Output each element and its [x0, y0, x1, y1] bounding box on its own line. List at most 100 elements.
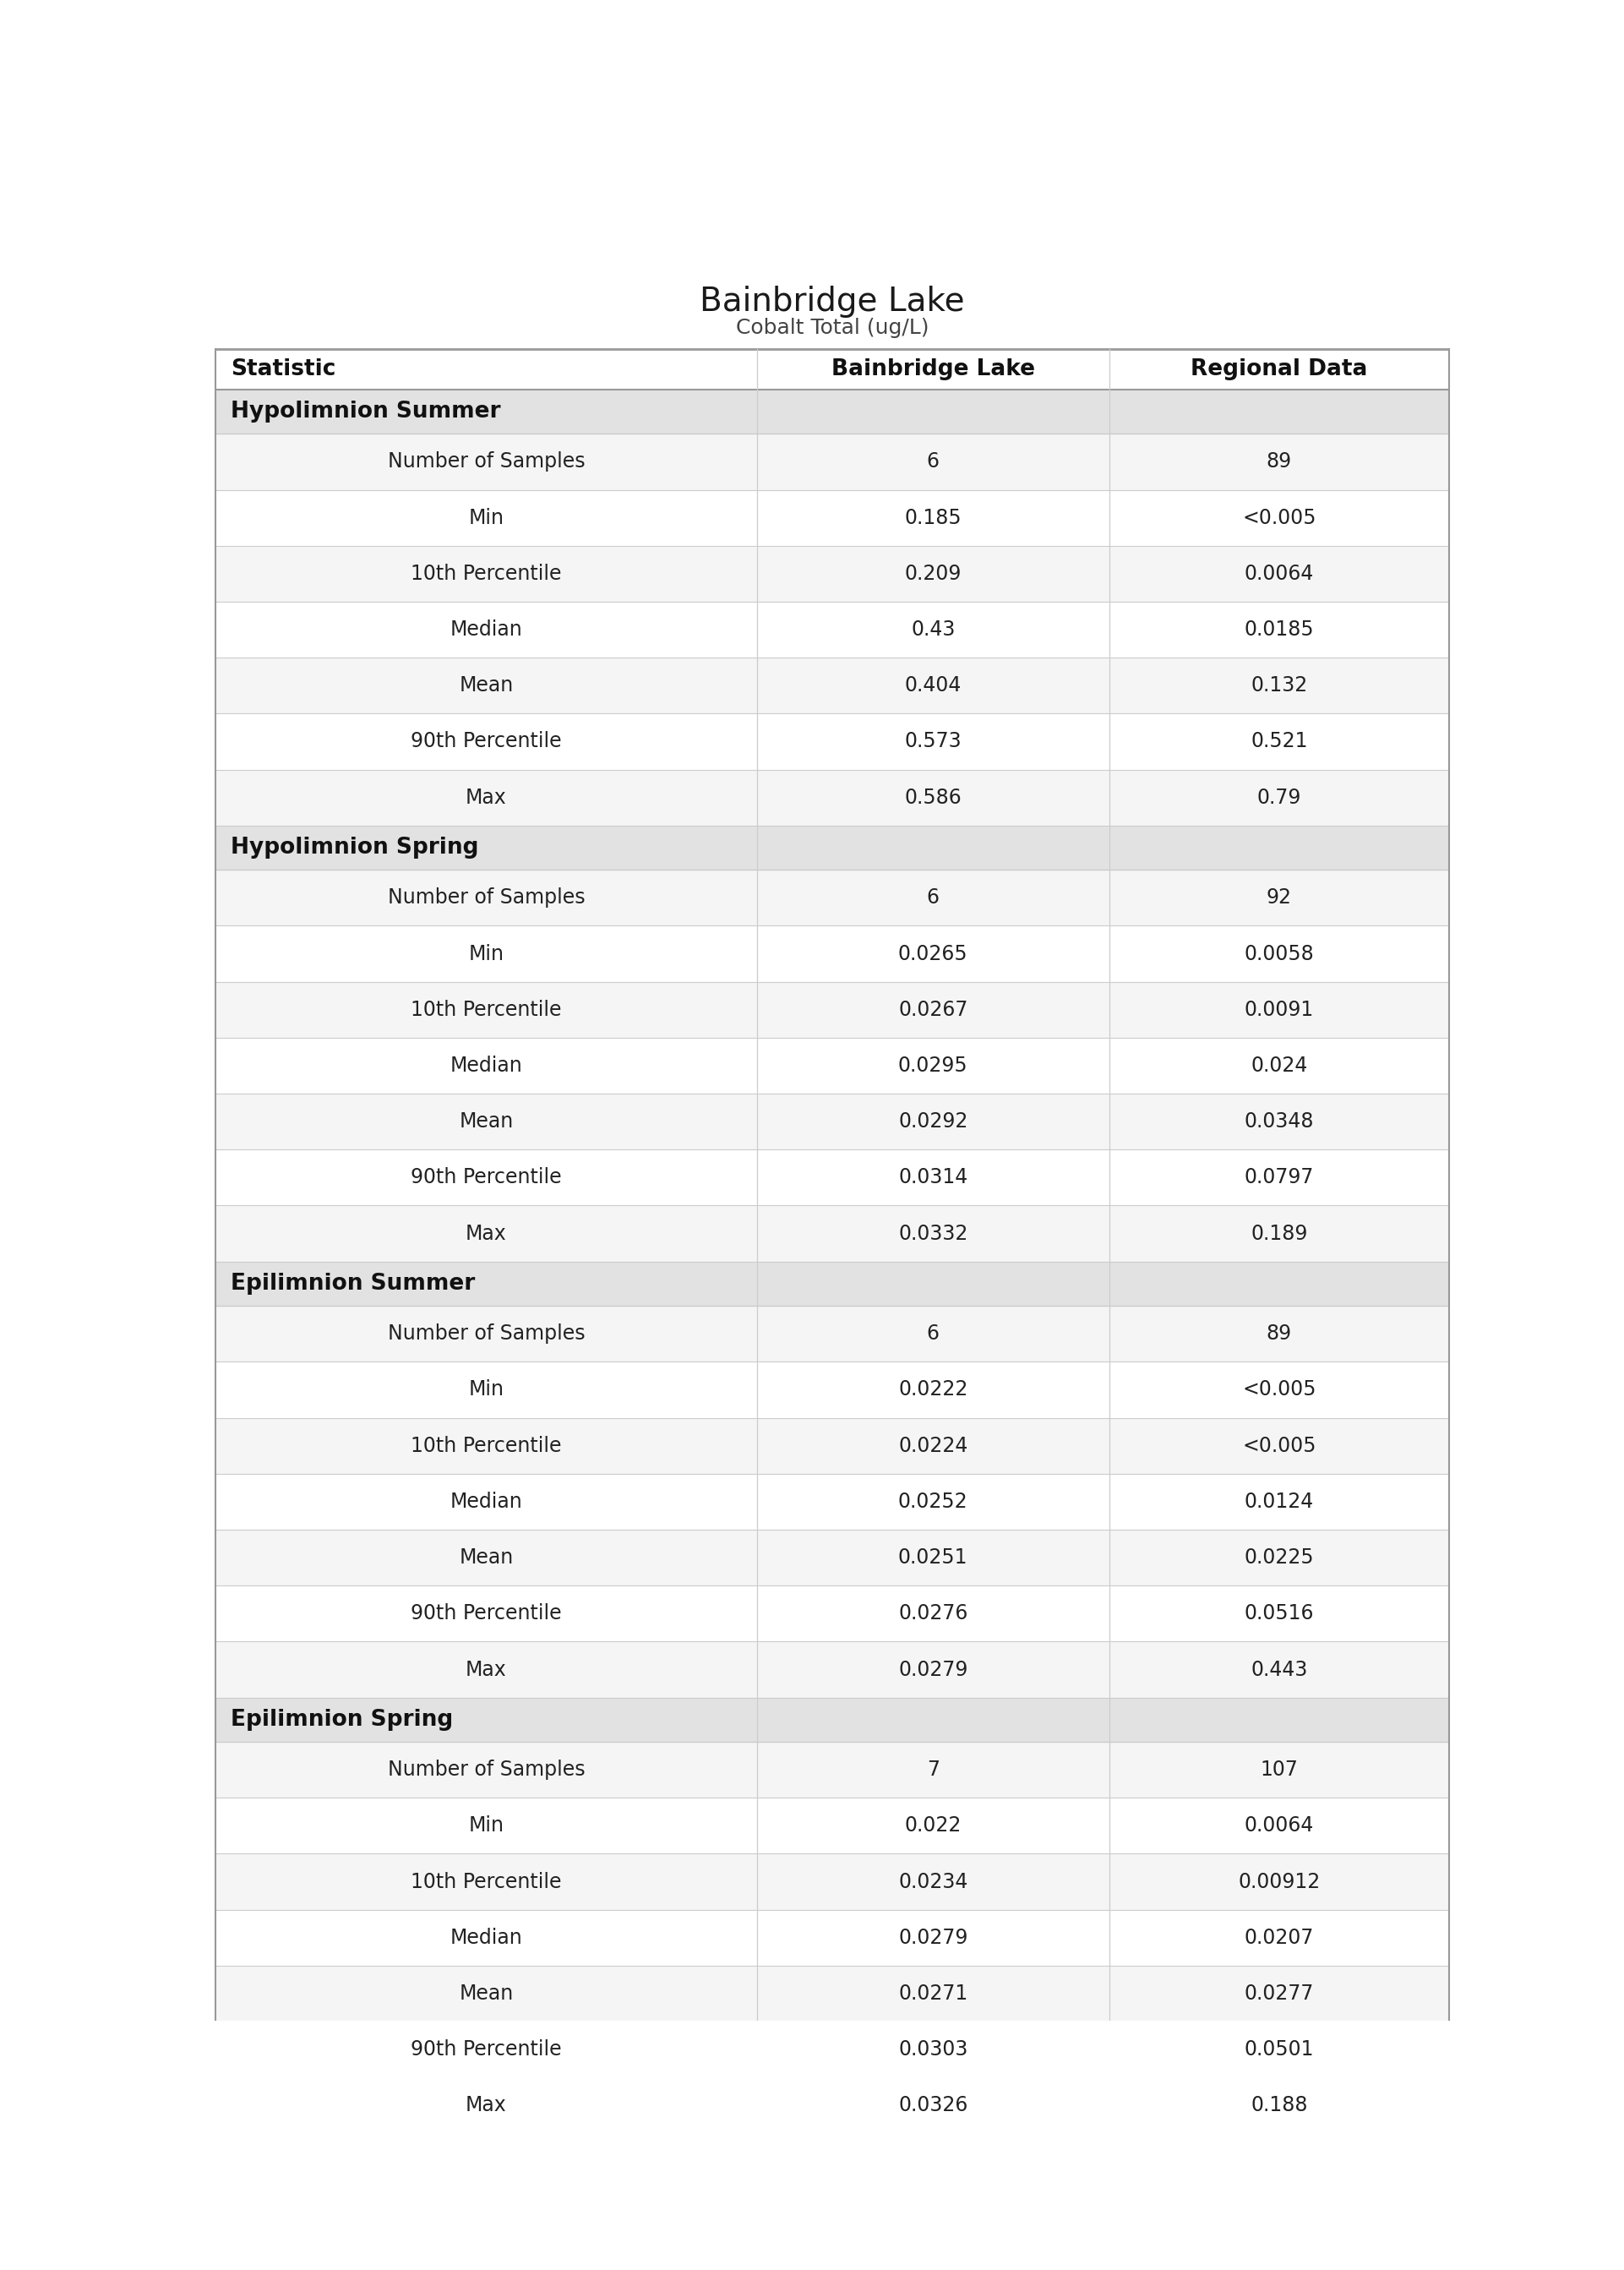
Text: 0.0185: 0.0185 [1244, 620, 1314, 640]
Bar [216, 1530, 1449, 1587]
Text: 90th Percentile: 90th Percentile [411, 1167, 562, 1187]
Text: Median: Median [450, 1491, 523, 1512]
Text: 0.0326: 0.0326 [898, 2095, 968, 2116]
Text: 0.209: 0.209 [905, 563, 961, 583]
Text: 0.0252: 0.0252 [898, 1491, 968, 1512]
Text: 0.0234: 0.0234 [898, 1870, 968, 1891]
Bar [216, 1909, 1449, 1966]
Bar [216, 2077, 1449, 2134]
Bar [216, 1641, 1449, 1698]
Text: Number of Samples: Number of Samples [388, 1759, 585, 1780]
Text: 0.189: 0.189 [1250, 1224, 1307, 1244]
Text: Bainbridge Lake: Bainbridge Lake [831, 359, 1034, 381]
Text: <0.005: <0.005 [1242, 508, 1315, 529]
Text: 0.0277: 0.0277 [1244, 1984, 1314, 2004]
Text: 0.0271: 0.0271 [898, 1984, 968, 2004]
Bar [216, 826, 1449, 869]
Text: 0.0251: 0.0251 [898, 1548, 968, 1569]
Text: 0.0303: 0.0303 [898, 2038, 968, 2059]
Bar [216, 2023, 1449, 2077]
Bar [216, 1966, 1449, 2023]
Text: 0.0295: 0.0295 [898, 1056, 968, 1076]
Text: 0.0797: 0.0797 [1244, 1167, 1314, 1187]
Text: 0.0124: 0.0124 [1244, 1491, 1314, 1512]
Bar [216, 1419, 1449, 1473]
Bar [216, 869, 1449, 926]
Text: 0.0279: 0.0279 [898, 1659, 968, 1680]
Text: 0.0058: 0.0058 [1244, 944, 1314, 965]
Bar [216, 1094, 1449, 1149]
Text: Min: Min [468, 1380, 503, 1401]
Text: 6: 6 [927, 888, 939, 908]
Text: 0.0224: 0.0224 [898, 1435, 968, 1455]
Text: 0.0348: 0.0348 [1244, 1112, 1314, 1133]
Text: Min: Min [468, 944, 503, 965]
Text: 0.0265: 0.0265 [898, 944, 968, 965]
Bar [216, 926, 1449, 981]
Bar [216, 1473, 1449, 1530]
Bar [216, 658, 1449, 713]
Bar [216, 1305, 1449, 1362]
Text: 10th Percentile: 10th Percentile [411, 1435, 562, 1455]
Text: 0.0292: 0.0292 [898, 1112, 968, 1133]
Text: 6: 6 [927, 1323, 939, 1344]
Text: 0.0064: 0.0064 [1244, 563, 1314, 583]
Text: 6: 6 [927, 452, 939, 472]
Text: 10th Percentile: 10th Percentile [411, 1870, 562, 1891]
Text: 0.022: 0.022 [905, 1816, 961, 1836]
Text: 0.586: 0.586 [905, 788, 961, 808]
Text: 107: 107 [1260, 1759, 1298, 1780]
Text: <0.005: <0.005 [1242, 1435, 1315, 1455]
Text: 0.573: 0.573 [905, 731, 961, 751]
Text: Mean: Mean [460, 1112, 513, 1133]
Text: 0.188: 0.188 [1250, 2095, 1307, 2116]
Text: Epilimnion Spring: Epilimnion Spring [231, 1709, 453, 1730]
Text: 0.0222: 0.0222 [898, 1380, 968, 1401]
Text: 0.0064: 0.0064 [1244, 1816, 1314, 1836]
Text: Number of Samples: Number of Samples [388, 888, 585, 908]
Text: <0.005: <0.005 [1242, 1380, 1315, 1401]
Text: 89: 89 [1267, 1323, 1291, 1344]
Text: 10th Percentile: 10th Percentile [411, 999, 562, 1019]
Text: Mean: Mean [460, 1984, 513, 2004]
Bar [216, 350, 1449, 390]
Text: Max: Max [466, 1659, 507, 1680]
Text: 0.443: 0.443 [1250, 1659, 1307, 1680]
Text: Mean: Mean [460, 676, 513, 697]
Text: 0.0279: 0.0279 [898, 1927, 968, 1948]
Text: Statistic: Statistic [231, 359, 336, 381]
Text: 92: 92 [1267, 888, 1291, 908]
Bar [216, 1037, 1449, 1094]
Text: Max: Max [466, 1224, 507, 1244]
Text: 90th Percentile: 90th Percentile [411, 731, 562, 751]
Bar [216, 434, 1449, 490]
Text: 0.185: 0.185 [905, 508, 961, 529]
Bar [216, 981, 1449, 1037]
Text: 0.0207: 0.0207 [1244, 1927, 1314, 1948]
Text: 0.0267: 0.0267 [898, 999, 968, 1019]
Bar [216, 1698, 1449, 1741]
Text: Max: Max [466, 788, 507, 808]
Text: 0.521: 0.521 [1250, 731, 1307, 751]
Text: 0.404: 0.404 [905, 676, 961, 697]
Text: Max: Max [466, 2095, 507, 2116]
Bar [216, 490, 1449, 545]
Bar [216, 1741, 1449, 1798]
Text: 0.0091: 0.0091 [1244, 999, 1314, 1019]
Bar [216, 1149, 1449, 1205]
Text: 7: 7 [927, 1759, 939, 1780]
Bar [216, 545, 1449, 602]
Bar [216, 390, 1449, 434]
Bar [216, 1855, 1449, 1909]
Text: Cobalt Total (ug/L): Cobalt Total (ug/L) [736, 318, 929, 338]
Bar [216, 1362, 1449, 1419]
Text: Number of Samples: Number of Samples [388, 452, 585, 472]
Text: 0.024: 0.024 [1250, 1056, 1307, 1076]
Text: 0.43: 0.43 [911, 620, 955, 640]
Bar [216, 713, 1449, 770]
Text: 0.0516: 0.0516 [1244, 1603, 1314, 1623]
Text: 0.132: 0.132 [1250, 676, 1307, 697]
Text: 0.0314: 0.0314 [898, 1167, 968, 1187]
Text: Median: Median [450, 620, 523, 640]
Text: Min: Min [468, 508, 503, 529]
